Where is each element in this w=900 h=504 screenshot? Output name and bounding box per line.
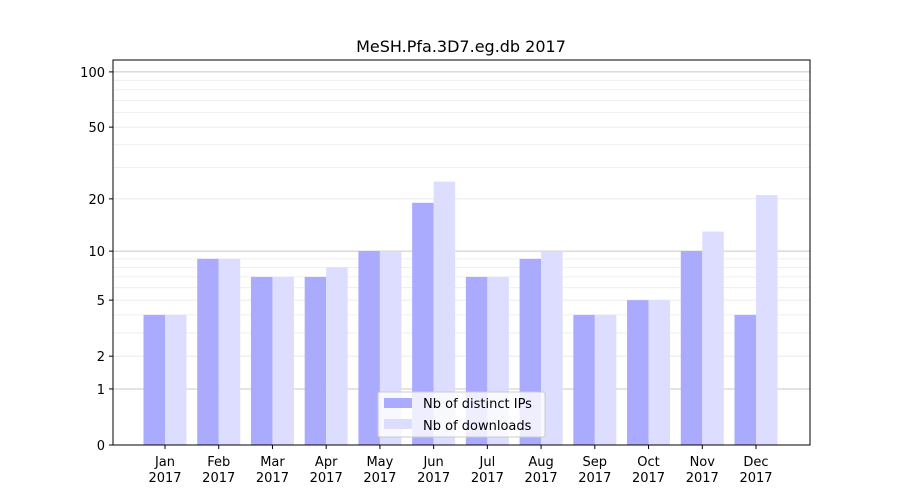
- bar-downloads: [756, 195, 778, 445]
- x-tick-label-year: 2017: [578, 471, 611, 486]
- y-tick-label: 1: [97, 383, 105, 398]
- x-tick-label-year: 2017: [739, 471, 772, 486]
- x-tick-label-year: 2017: [148, 471, 181, 486]
- bar-downloads: [648, 300, 671, 445]
- y-tick-label: 0: [97, 439, 105, 454]
- x-tick-label-month: Jul: [479, 455, 496, 470]
- x-tick-label-month: Feb: [207, 455, 230, 470]
- y-tick-label: 2: [97, 350, 105, 365]
- plot-frame: [112, 59, 811, 446]
- bar-distinct-ips: [734, 314, 756, 445]
- legend-label-ips: Nb of distinct IPs: [423, 397, 532, 412]
- bar-downloads: [165, 314, 187, 445]
- x-tick-label-year: 2017: [417, 471, 450, 486]
- x-tick-label-month: Jan: [154, 455, 175, 470]
- legend-swatch-downloads: [384, 419, 412, 429]
- y-tick-label: 50: [88, 121, 105, 136]
- x-tick-label-month: May: [366, 455, 393, 470]
- x-tick-label-year: 2017: [202, 471, 235, 486]
- y-tick-label: 20: [88, 193, 105, 208]
- bar-downloads: [433, 181, 456, 445]
- bar-distinct-ips: [304, 276, 327, 445]
- x-tick-label-month: Nov: [690, 455, 716, 470]
- x-tick-label-year: 2017: [632, 471, 665, 486]
- bar-distinct-ips: [412, 202, 434, 445]
- bar-distinct-ips: [250, 276, 273, 445]
- bar-distinct-ips: [627, 300, 649, 445]
- bar-downloads: [702, 231, 724, 445]
- bar-distinct-ips: [197, 258, 219, 445]
- x-tick-label-month: Mar: [260, 455, 285, 470]
- legend: Nb of distinct IPs Nb of downloads: [377, 391, 546, 438]
- bar-distinct-ips: [680, 251, 703, 445]
- x-tick-label-year: 2017: [363, 471, 396, 486]
- bar-downloads: [218, 258, 241, 445]
- bar-distinct-ips: [143, 314, 165, 445]
- bar-downloads: [326, 267, 348, 445]
- bar-downloads: [541, 251, 563, 445]
- x-tick-label-year: 2017: [525, 471, 558, 486]
- x-tick-label-month: Dec: [743, 455, 768, 470]
- x-tick-label-year: 2017: [256, 471, 289, 486]
- bar-downloads: [272, 276, 294, 445]
- x-tick-label-month: Sep: [583, 455, 608, 470]
- bar-distinct-ips: [573, 314, 595, 445]
- y-tick-label: 10: [88, 245, 105, 260]
- x-tick-label-month: Oct: [637, 455, 659, 470]
- x-tick-label-year: 2017: [686, 471, 719, 486]
- x-tick-label-year: 2017: [471, 471, 504, 486]
- bar-distinct-ips: [358, 251, 380, 445]
- y-tick-label: 100: [80, 66, 105, 81]
- x-tick-label-month: Apr: [315, 455, 338, 470]
- x-tick-label-month: Aug: [528, 455, 553, 470]
- x-tick-label-year: 2017: [310, 471, 343, 486]
- legend-swatch-ips: [384, 398, 412, 408]
- chart-title: MeSH.Pfa.3D7.eg.db 2017: [356, 37, 566, 56]
- bar-downloads: [594, 314, 617, 445]
- x-tick-label-month: Jun: [422, 455, 443, 470]
- y-tick-label: 5: [97, 294, 105, 309]
- legend-label-downloads: Nb of downloads: [423, 419, 532, 434]
